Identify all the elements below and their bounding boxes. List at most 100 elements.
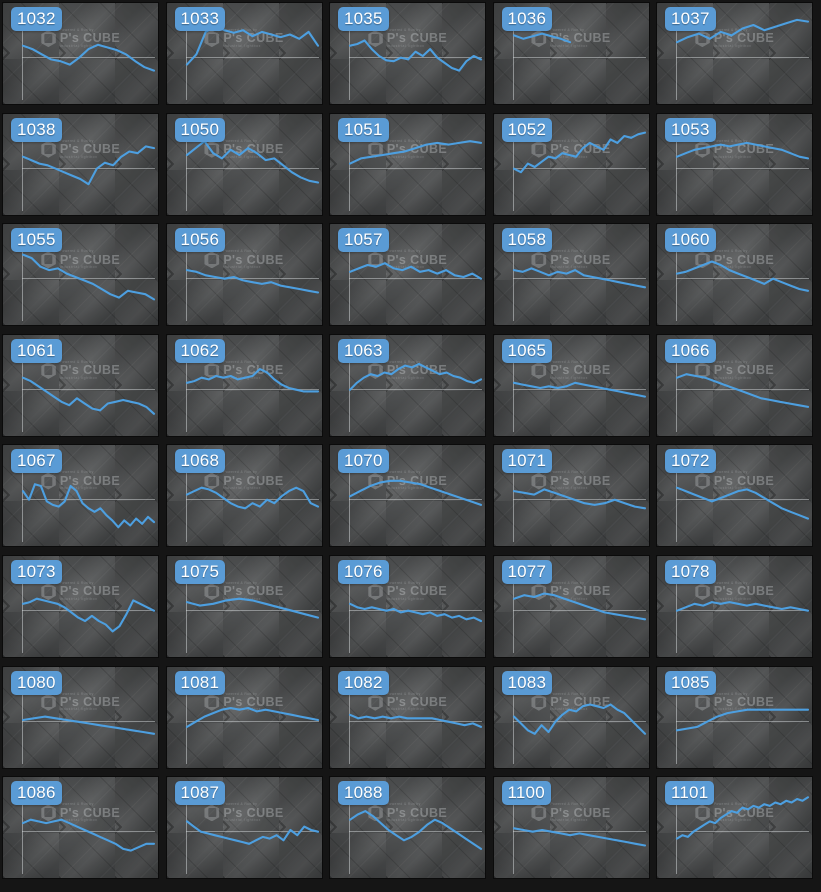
sparkline-tile[interactable]: Powered & Run by P's CUBE industrial light… xyxy=(657,224,812,326)
tile-id-badge[interactable]: 1060 xyxy=(665,228,716,253)
x-axis-gridline xyxy=(185,831,319,833)
tile-id-badge[interactable]: 1038 xyxy=(11,117,62,142)
sparkline-tile[interactable]: Powered & Run by P's CUBE industrial light… xyxy=(493,777,649,879)
tile-id-badge[interactable]: 1052 xyxy=(501,117,553,142)
sparkline-tile[interactable]: Powered & Run by P's CUBE industrial light… xyxy=(657,113,812,215)
sparkline-tile[interactable]: Powered & Run by P's CUBE industrial light… xyxy=(3,3,158,104)
sparkline-path xyxy=(512,703,646,735)
tile-id-badge[interactable]: 1078 xyxy=(665,559,716,584)
tile-id-badge[interactable]: 1061 xyxy=(11,338,62,363)
sparkline-tile[interactable]: Powered & Run by P's CUBE industrial light… xyxy=(3,555,158,657)
tile-id-badge[interactable]: 1032 xyxy=(11,7,62,31)
sparkline-tile[interactable]: Powered & Run by P's CUBE industrial light… xyxy=(3,777,158,879)
tile-id-badge[interactable]: 1050 xyxy=(174,117,226,142)
sparkline-tile[interactable]: Powered & Run by P's CUBE industrial light… xyxy=(166,334,322,436)
sparkline-tile[interactable]: Powered & Run by P's CUBE industrial light… xyxy=(493,555,649,657)
sparkline-tile[interactable]: Powered & Run by P's CUBE industrial light… xyxy=(3,445,158,547)
sparkline-tile[interactable]: Powered & Run by P's CUBE industrial light… xyxy=(330,113,485,215)
sparkline-tile[interactable]: Powered & Run by P's CUBE industrial light… xyxy=(3,113,158,215)
tile-id-badge[interactable]: 1068 xyxy=(174,449,226,474)
sparkline-tile[interactable]: Powered & Run by P's CUBE industrial light… xyxy=(493,113,649,215)
y-axis-line xyxy=(185,453,187,543)
tile-id-badge[interactable]: 1086 xyxy=(11,781,62,806)
tile-id-badge[interactable]: 1070 xyxy=(338,449,389,474)
tile-id-badge[interactable]: 1065 xyxy=(501,338,553,363)
sparkline-tile[interactable]: Powered & Run by P's CUBE industrial light… xyxy=(657,334,812,436)
tile-id-badge[interactable]: 1073 xyxy=(11,559,62,584)
y-axis-line xyxy=(676,342,677,432)
sparkline-tile[interactable]: Powered & Run by P's CUBE industrial light… xyxy=(166,555,322,657)
sparkline-tile[interactable]: Powered & Run by P's CUBE industrial light… xyxy=(330,445,485,547)
tile-id-badge[interactable]: 1066 xyxy=(665,338,716,363)
sparkline-tile[interactable]: Powered & Run by P's CUBE industrial light… xyxy=(657,3,812,104)
tile-id-badge[interactable]: 1053 xyxy=(665,117,716,142)
sparkline-path xyxy=(348,39,483,72)
tile-id-badge[interactable]: 1085 xyxy=(665,670,716,695)
sparkline-tile[interactable]: Powered & Run by P's CUBE industrial light… xyxy=(166,777,322,879)
sparkline-tile[interactable]: Powered & Run by P's CUBE industrial light… xyxy=(166,666,322,768)
tile-id-badge[interactable]: 1057 xyxy=(338,228,389,253)
sparkline-path xyxy=(21,597,156,633)
sparkline-tile[interactable]: Powered & Run by P's CUBE industrial light… xyxy=(330,555,485,657)
tile-id-badge[interactable]: 1101 xyxy=(665,781,715,806)
tile-id-badge[interactable]: 1062 xyxy=(174,338,226,363)
tile-texture xyxy=(166,224,322,326)
tile-id-badge[interactable]: 1067 xyxy=(11,449,62,474)
tile-id-badge[interactable]: 1036 xyxy=(501,7,553,31)
tile-id-badge[interactable]: 1087 xyxy=(174,781,226,806)
tile-id-badge[interactable]: 1063 xyxy=(338,338,389,363)
sparkline-path xyxy=(348,810,483,851)
sparkline-tile[interactable]: Powered & Run by P's CUBE industrial light… xyxy=(330,3,485,104)
sparkline-tile[interactable]: Powered & Run by P's CUBE industrial light… xyxy=(493,445,649,547)
sparkline-tile[interactable]: Powered & Run by P's CUBE industrial light… xyxy=(166,3,322,104)
sparkline-tile[interactable]: Powered & Run by P's CUBE industrial light… xyxy=(657,666,812,768)
tile-id-badge[interactable]: 1100 xyxy=(501,781,551,806)
tile-id-badge[interactable]: 1076 xyxy=(338,559,389,584)
tile-id-badge[interactable]: 1033 xyxy=(174,7,226,31)
y-axis-line xyxy=(676,232,677,322)
tile-id-badge[interactable]: 1083 xyxy=(501,670,553,695)
sparkline-tile[interactable]: Powered & Run by P's CUBE industrial light… xyxy=(493,666,649,768)
sparkline-tile[interactable]: Powered & Run by P's CUBE industrial light… xyxy=(657,445,812,547)
sparkline-tile[interactable]: Powered & Run by P's CUBE industrial light… xyxy=(330,224,485,326)
sparkline-tile[interactable]: Powered & Run by P's CUBE industrial light… xyxy=(493,3,649,104)
x-axis-gridline xyxy=(676,167,809,169)
sparkline-tile[interactable]: Powered & Run by P's CUBE industrial light… xyxy=(166,113,322,215)
tile-id-badge[interactable]: 1082 xyxy=(338,670,389,695)
tile-id-badge[interactable]: 1080 xyxy=(11,670,62,695)
sparkline-tile[interactable]: Powered & Run by P's CUBE industrial light… xyxy=(493,224,649,326)
tile-id-badge[interactable]: 1051 xyxy=(338,117,389,142)
tile-id-badge[interactable]: 1058 xyxy=(501,228,553,253)
sparkline-path xyxy=(21,715,156,735)
y-axis-line xyxy=(22,563,23,653)
sparkline-tile[interactable]: Powered & Run by P's CUBE industrial light… xyxy=(166,445,322,547)
tile-id-badge[interactable]: 1081 xyxy=(174,670,226,695)
tile-id-badge[interactable]: 1075 xyxy=(174,559,226,584)
tile-id-badge[interactable]: 1077 xyxy=(501,559,553,584)
tile-id-badge[interactable]: 1072 xyxy=(665,449,716,474)
sparkline-tile[interactable]: Powered & Run by P's CUBE industrial light… xyxy=(657,777,812,879)
x-axis-gridline xyxy=(22,720,155,722)
tile-id-badge[interactable]: 1088 xyxy=(338,781,389,806)
x-axis-gridline xyxy=(676,278,809,280)
sparkline-tile[interactable]: Powered & Run by P's CUBE industrial light… xyxy=(330,777,485,879)
sparkline-path xyxy=(21,144,156,185)
sparkline-tile[interactable]: Powered & Run by P's CUBE industrial light… xyxy=(3,224,158,326)
sparkline-tile[interactable]: Powered & Run by P's CUBE industrial light… xyxy=(330,666,485,768)
tile-id-badge[interactable]: 1055 xyxy=(11,228,62,253)
tile-id-badge[interactable]: 1071 xyxy=(501,449,553,474)
sparkline-tile[interactable]: Powered & Run by P's CUBE industrial light… xyxy=(330,334,485,436)
x-axis-gridline xyxy=(349,167,482,169)
tile-texture xyxy=(493,555,649,657)
sparkline-tile[interactable]: Powered & Run by P's CUBE industrial light… xyxy=(657,555,812,657)
x-axis-gridline xyxy=(676,720,809,722)
tile-id-badge[interactable]: 1056 xyxy=(174,228,226,253)
sparkline-path xyxy=(512,827,646,847)
sparkline-tile[interactable]: Powered & Run by P's CUBE industrial light… xyxy=(493,334,649,436)
sparkline-tile[interactable]: Powered & Run by P's CUBE industrial light… xyxy=(3,666,158,768)
sparkline-tile[interactable]: Powered & Run by P's CUBE industrial light… xyxy=(3,334,158,436)
tile-id-badge[interactable]: 1037 xyxy=(665,7,716,31)
y-axis-line xyxy=(512,453,514,543)
sparkline-tile[interactable]: Powered & Run by P's CUBE industrial light… xyxy=(166,224,322,326)
tile-id-badge[interactable]: 1035 xyxy=(338,7,389,31)
